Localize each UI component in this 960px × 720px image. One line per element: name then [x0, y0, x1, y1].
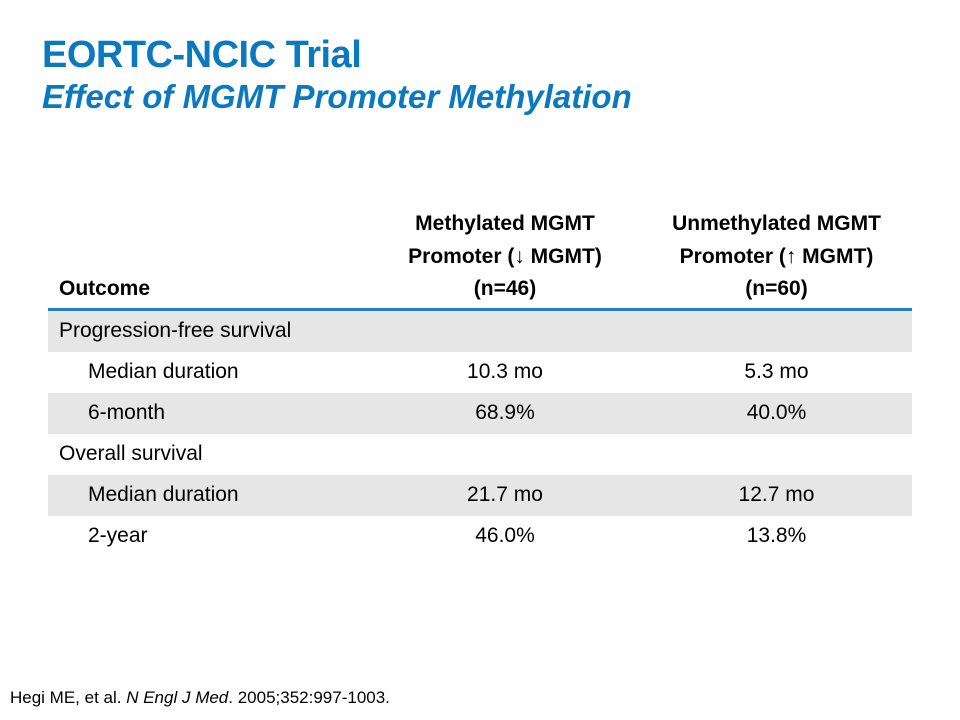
cell-unmethylated — [641, 309, 912, 352]
row-label: Overall survival — [59, 442, 203, 466]
cell-methylated — [369, 309, 641, 352]
cell-unmethylated: 40.0% — [641, 392, 912, 434]
row-label: Median duration — [88, 360, 239, 384]
citation: Hegi ME, et al. N Engl J Med. 2005;352:9… — [10, 688, 390, 708]
slide-title: EORTC-NCIC Trial — [42, 34, 362, 76]
table-row-os-median: Median duration 21.7 mo 12.7 mo — [48, 474, 912, 516]
header-methylated-line-1: Methylated MGMT — [415, 212, 595, 235]
header-unmethylated: Unmethylated MGMT Promoter (↑ MGMT) (n=6… — [641, 208, 912, 311]
header-unmethylated-line-2: Promoter (↑ MGMT) — [679, 244, 874, 268]
row-label: Progression-free survival — [48, 309, 369, 352]
cell-unmethylated: 12.7 mo — [641, 474, 912, 516]
cell-methylated: 46.0% — [475, 524, 535, 548]
cell-methylated — [369, 434, 641, 475]
cell-unmethylated: 5.3 mo — [744, 360, 809, 384]
header-unmethylated-line-1: Unmethylated MGMT — [672, 212, 881, 235]
row-label: 2-year — [88, 524, 148, 548]
table-row-os-section: Overall survival — [48, 434, 912, 475]
outcomes-table: Outcome Methylated MGMT Promoter (↓ MGMT… — [48, 208, 912, 557]
cell-unmethylated — [641, 434, 912, 475]
cell-methylated: 68.9% — [369, 392, 641, 434]
slide-subtitle: Effect of MGMT Promoter Methylation — [42, 77, 632, 115]
row-label: Median duration — [48, 474, 369, 516]
table-row-pfs-section: Progression-free survival — [48, 309, 912, 352]
table-row-os-2year: 2-year 46.0% 13.8% — [48, 516, 912, 557]
citation-authors: Hegi ME, et al. — [10, 688, 127, 707]
header-unmethylated-line-3: (n=60) — [745, 277, 808, 301]
table-row-pfs-6month: 6-month 68.9% 40.0% — [48, 392, 912, 434]
citation-journal: N Engl J Med — [126, 688, 229, 707]
slide-title-block: EORTC-NCIC Trial Effect of MGMT Promoter… — [42, 34, 632, 116]
table-header-row: Outcome Methylated MGMT Promoter (↓ MGMT… — [48, 208, 912, 311]
header-methylated-line-2: Promoter (↓ MGMT) — [408, 244, 602, 268]
cell-methylated: 10.3 mo — [467, 360, 543, 384]
row-label: 6-month — [48, 392, 369, 434]
header-outcome: Outcome — [48, 208, 369, 311]
citation-details: . 2005;352:997-1003. — [228, 688, 390, 707]
header-methylated-line-3: (n=46) — [473, 277, 537, 301]
cell-methylated: 21.7 mo — [369, 474, 641, 516]
table-row-pfs-median: Median duration 10.3 mo 5.3 mo — [48, 352, 912, 393]
cell-unmethylated: 13.8% — [746, 524, 807, 548]
header-methylated: Methylated MGMT Promoter (↓ MGMT) (n=46) — [369, 208, 641, 311]
